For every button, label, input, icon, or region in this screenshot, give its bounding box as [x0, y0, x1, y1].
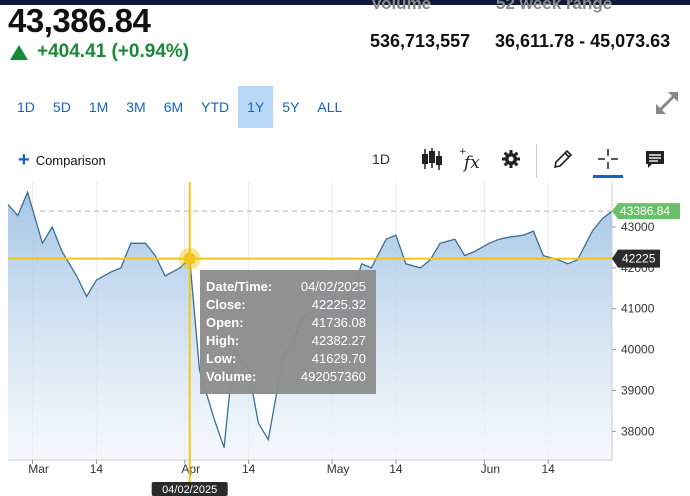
top-bar [0, 0, 690, 5]
x-tick-label: 14 [90, 462, 104, 476]
x-tick-label: 14 [389, 462, 403, 476]
tooltip-value: 41629.70 [312, 351, 366, 366]
x-tick-label: May [327, 462, 350, 476]
price-change: +404.41 (+0.94%) [10, 41, 189, 63]
crosshair-active-indicator [593, 175, 623, 178]
pencil-icon[interactable] [551, 146, 575, 172]
tooltip-value: 42225.32 [312, 297, 366, 312]
crosshair-date-label-text: 04/02/2025 [162, 484, 217, 496]
range-ytd[interactable]: YTD [201, 99, 230, 115]
y-tick-label: 43000 [621, 220, 655, 234]
x-axis-ticks: Mar 14 Apr 14 May 14 Jun 14 [28, 460, 555, 476]
plus-icon: + [18, 149, 30, 171]
crosshair-price-label: 42225 [612, 249, 660, 268]
range-selector: 1D 5D 1M 3M 6M YTD 1Y 5Y ALL [8, 86, 351, 128]
gear-icon[interactable] [501, 146, 521, 172]
tooltip-value: 42382.27 [312, 333, 366, 348]
expand-icon[interactable] [652, 88, 682, 118]
crosshair-date-label: 04/02/2025 [151, 482, 228, 496]
tooltip-key: Close: [206, 297, 246, 312]
y-tick-label: 38000 [621, 424, 655, 438]
tooltip-value: 492057360 [301, 369, 366, 384]
range-5y[interactable]: 5Y [282, 99, 300, 115]
range-value: 36,611.78 - 45,073.63 [495, 31, 671, 51]
tooltip-key: Open: [206, 315, 244, 330]
tooltip-key: Low: [206, 351, 236, 366]
comparison-button[interactable]: + Comparison [18, 149, 106, 171]
range-5d[interactable]: 5D [52, 99, 71, 115]
comparison-label: Comparison [35, 152, 106, 168]
y-tick-label: 40000 [621, 343, 655, 357]
tooltip: Date/Time: 04/02/2025 Close: 42225.32 Open: 4… [200, 270, 376, 394]
tooltip-key: High: [206, 333, 239, 348]
toolbar-divider [536, 144, 537, 178]
x-tick-label: Mar [28, 462, 49, 476]
range-3m[interactable]: 3M [126, 99, 146, 115]
x-tick-label: Apr [181, 462, 200, 476]
range-all[interactable]: ALL [317, 99, 343, 115]
range-1d[interactable]: 1D [17, 99, 35, 115]
range-1y[interactable]: 1Y [238, 86, 274, 128]
tooltip-background [200, 270, 376, 394]
interval-button[interactable]: 1D [372, 151, 390, 167]
up-arrow-icon [10, 44, 28, 60]
svg-text:+: + [459, 147, 467, 157]
y-tick-label: 41000 [621, 302, 655, 316]
x-tick-label: Jun [481, 462, 500, 476]
tooltip-value: 04/02/2025 [301, 279, 366, 294]
volume-label: Volume [371, 0, 432, 13]
crosshair-dot [183, 252, 196, 265]
candlestick-icon[interactable] [420, 146, 444, 172]
fx-icon[interactable]: + fx [458, 146, 482, 172]
crosshair-icon[interactable] [596, 146, 620, 172]
last-price-label-text: 43386.84 [620, 204, 670, 218]
range-6m[interactable]: 6M [163, 99, 184, 115]
volume-value: 536,713,557 [370, 31, 471, 51]
range-label: 52 week range [496, 0, 613, 13]
x-tick-label: 14 [541, 462, 555, 476]
tooltip-key: Volume: [206, 369, 256, 384]
comment-icon[interactable] [644, 146, 666, 172]
crosshair-price-label-text: 42225 [622, 252, 656, 266]
last-price: 43,386.84 [8, 2, 151, 39]
svg-text:fx: fx [462, 153, 480, 172]
y-tick-label: 39000 [621, 384, 655, 398]
price-change-text: +404.41 (+0.94%) [37, 41, 190, 62]
tooltip-key: Date/Time: [206, 279, 272, 294]
last-price-label: 43386.84 [612, 203, 680, 220]
x-tick-label: 14 [242, 462, 256, 476]
range-1m[interactable]: 1M [88, 99, 109, 115]
tooltip-value: 41736.08 [312, 315, 366, 330]
